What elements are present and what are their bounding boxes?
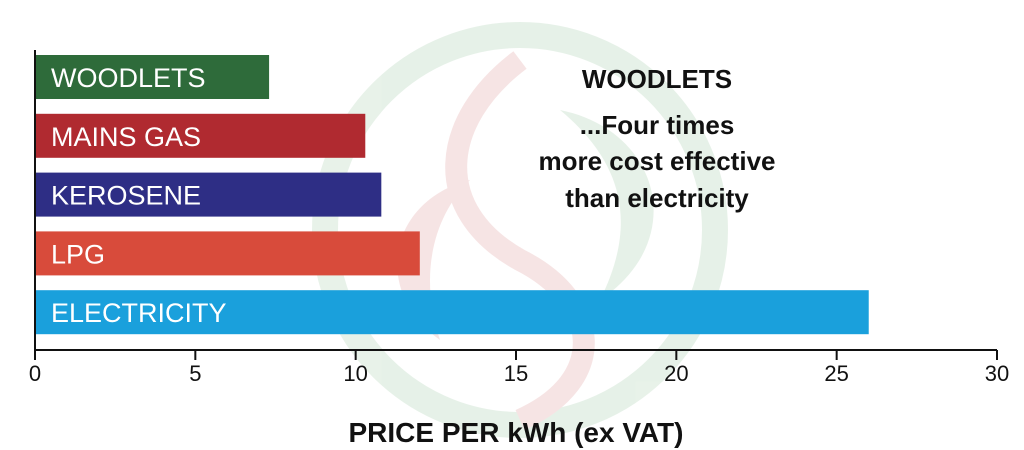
bar-label-lpg: LPG	[51, 239, 105, 269]
x-tick-label-5: 5	[189, 361, 201, 386]
bar-woodlets	[35, 55, 270, 99]
x-tick-label-20: 20	[664, 361, 688, 386]
x-tick-label-30: 30	[985, 361, 1009, 386]
bar-label-electricity: ELECTRICITY	[51, 298, 227, 328]
bar-lpg	[35, 231, 420, 276]
bar-mains-gas	[35, 113, 366, 158]
x-tick-label-25: 25	[824, 361, 848, 386]
x-tick-label-10: 10	[343, 361, 367, 386]
annotation: WOODLETS ...Four times more cost effecti…	[539, 64, 776, 213]
annotation-line-4: than electricity	[565, 183, 749, 213]
x-tick-label-0: 0	[29, 361, 41, 386]
x-tick-label-15: 15	[504, 361, 528, 386]
annotation-line-1: WOODLETS	[582, 64, 732, 94]
x-ticks-group: 0 5 10 15 20 25 30	[29, 350, 1009, 386]
bar-electricity	[35, 290, 869, 335]
bar-label-mains-gas: MAINS GAS	[51, 122, 201, 152]
bar-kerosene	[35, 172, 382, 217]
bar-label-kerosene: KEROSENE	[51, 181, 201, 211]
x-axis-label: PRICE PER kWh (ex VAT)	[348, 417, 683, 448]
bars-group: WOODLETS MAINS GAS KEROSENE LPG ELECTRICITY	[35, 55, 869, 335]
annotation-line-3: more cost effective	[539, 146, 776, 176]
annotation-line-2: ...Four times	[580, 110, 735, 140]
bar-label-woodlets: WOODLETS	[51, 63, 206, 93]
